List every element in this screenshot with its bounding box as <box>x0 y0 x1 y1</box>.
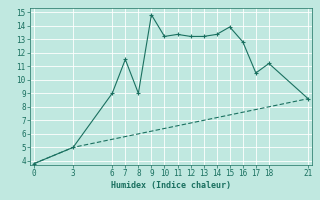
X-axis label: Humidex (Indice chaleur): Humidex (Indice chaleur) <box>111 181 231 190</box>
